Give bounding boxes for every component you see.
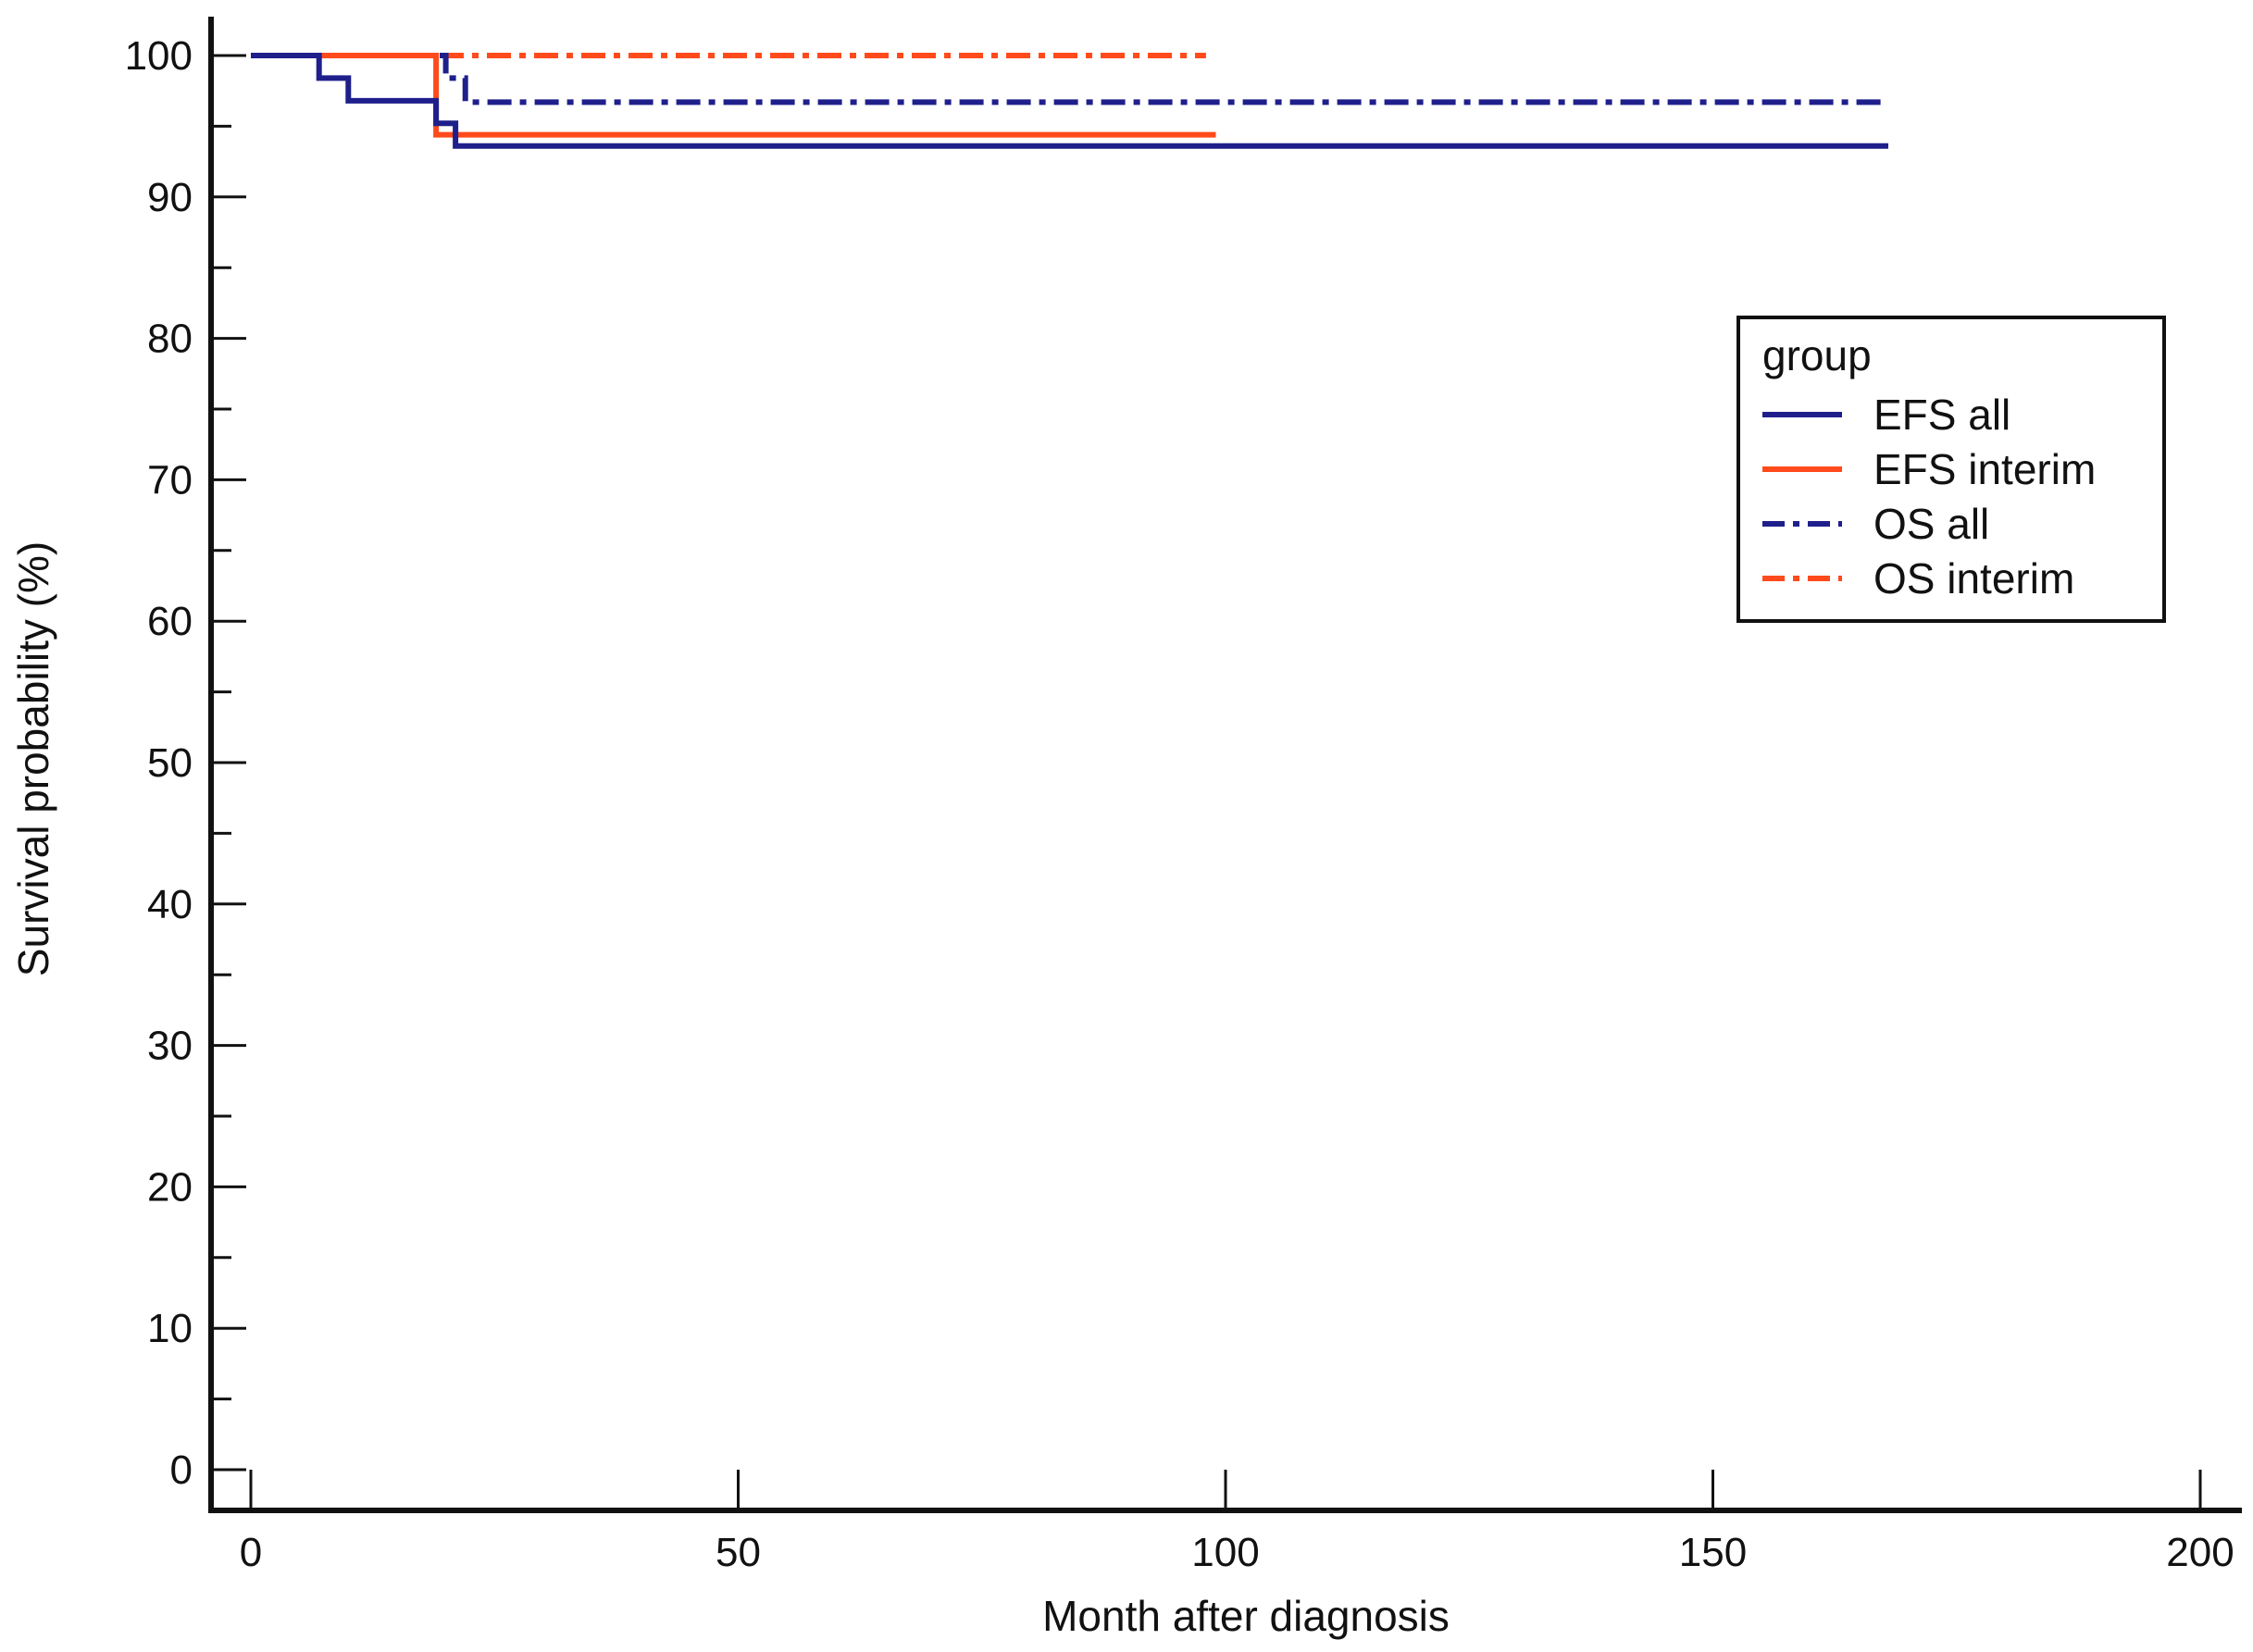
x-axis-title: Month after diagnosis bbox=[1042, 1592, 1450, 1640]
x-tick-label: 50 bbox=[716, 1530, 761, 1575]
legend: group EFS all EFS interim OS all OS interim bbox=[1736, 316, 2166, 623]
x-tick-label: 100 bbox=[1191, 1530, 1259, 1575]
y-tick-label: 50 bbox=[147, 740, 193, 786]
x-tick-label: 150 bbox=[1679, 1530, 1747, 1575]
legend-title: group bbox=[1762, 331, 1872, 379]
legend-label: OS interim bbox=[1873, 554, 2074, 602]
series-line-efs-interim bbox=[251, 53, 1216, 138]
y-tick-label: 90 bbox=[147, 175, 193, 220]
legend-entries: EFS all EFS interim OS all OS interim bbox=[1762, 391, 2096, 602]
x-axis-ticks: 0 50 100 150 200 bbox=[240, 1470, 2234, 1575]
legend-label: EFS interim bbox=[1873, 445, 2096, 493]
series-layer bbox=[251, 53, 1888, 149]
y-tick-label: 30 bbox=[147, 1024, 193, 1069]
y-tick-label: 40 bbox=[147, 882, 193, 927]
y-axis-title: Survival probability (%) bbox=[9, 541, 57, 976]
series-line-efs-all bbox=[251, 53, 1888, 149]
x-tick-label: 0 bbox=[240, 1530, 262, 1575]
y-tick-label: 0 bbox=[170, 1447, 193, 1493]
y-tick-label: 70 bbox=[147, 457, 193, 503]
x-tick-label: 200 bbox=[2166, 1530, 2234, 1575]
y-axis-ticks: 0 10 20 30 40 50 60 70 80 90 100 bbox=[125, 33, 246, 1493]
y-tick-label: 100 bbox=[125, 33, 193, 79]
y-tick-label: 10 bbox=[147, 1306, 193, 1351]
legend-label: OS all bbox=[1873, 500, 1989, 548]
y-tick-label: 20 bbox=[147, 1164, 193, 1210]
legend-label: EFS all bbox=[1873, 391, 2010, 439]
y-tick-label: 80 bbox=[147, 317, 193, 362]
y-tick-label: 60 bbox=[147, 599, 193, 644]
